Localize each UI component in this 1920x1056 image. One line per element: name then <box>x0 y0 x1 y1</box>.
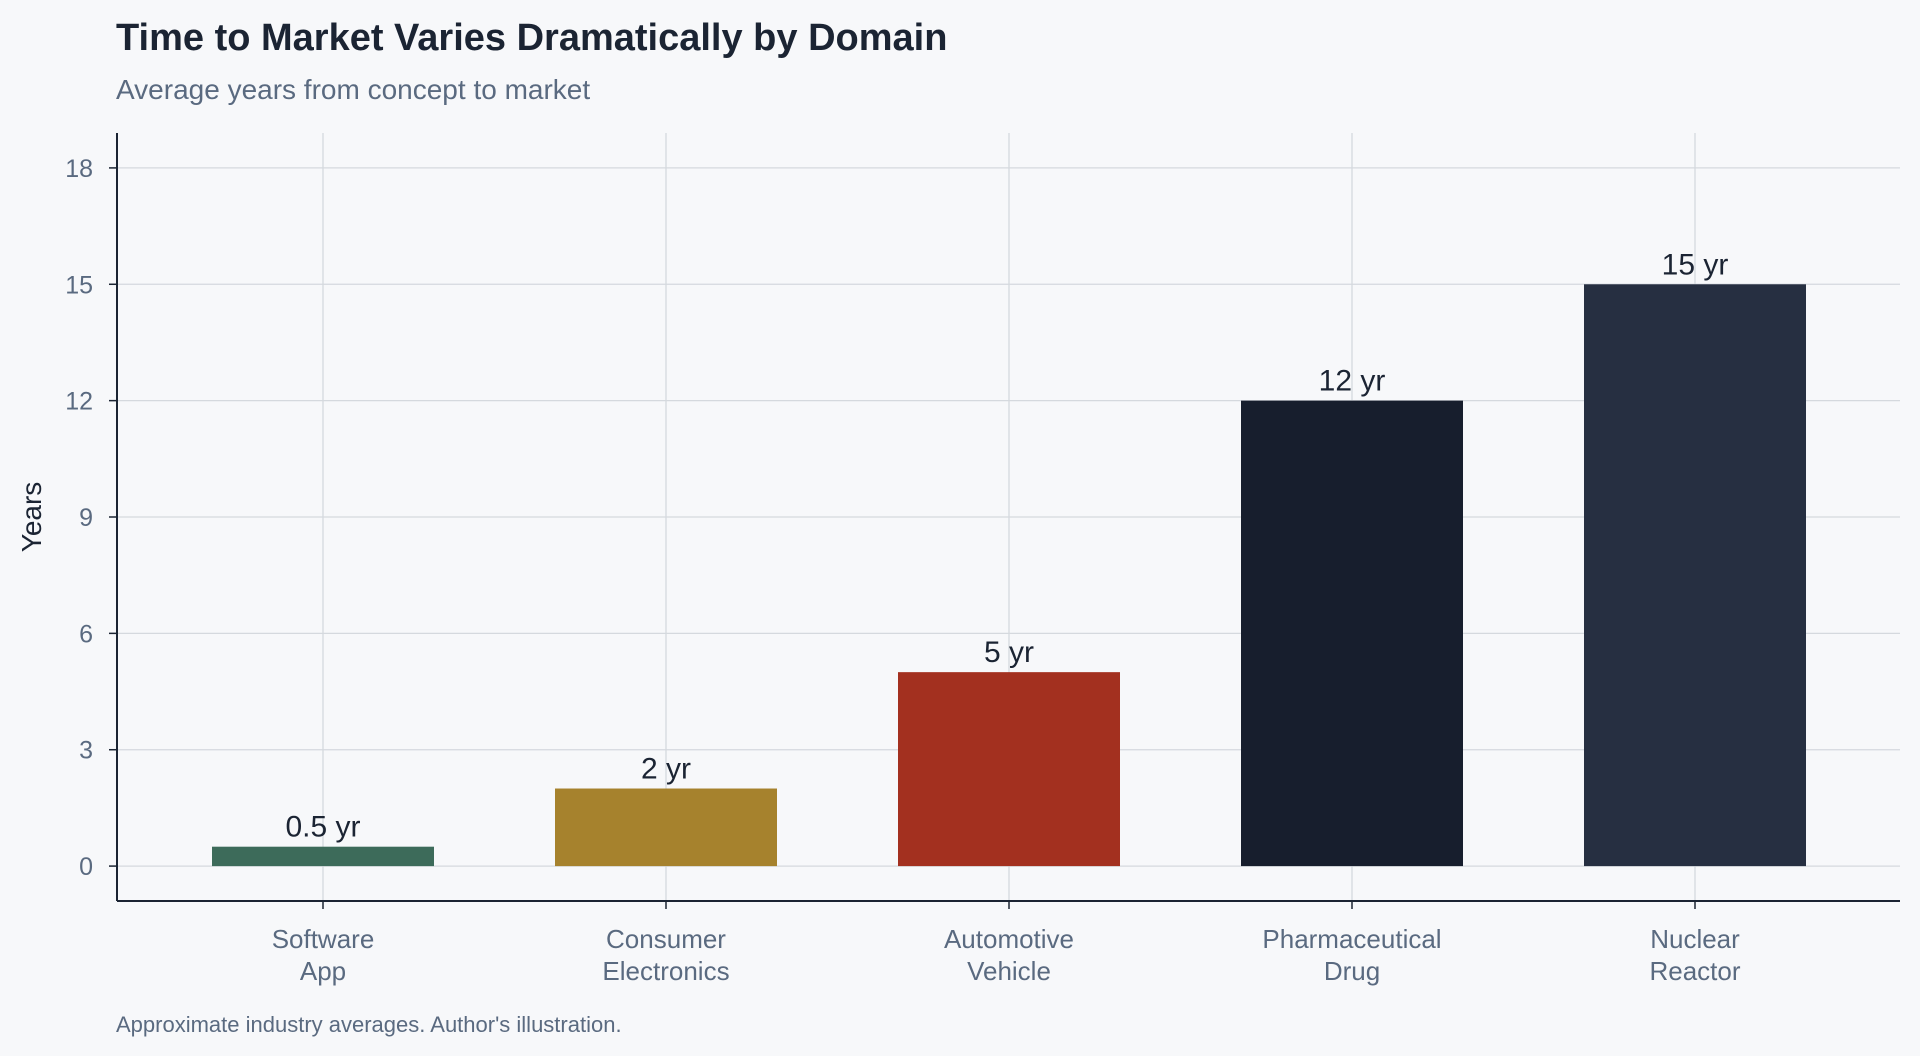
data-label: 0.5 yr <box>285 811 360 844</box>
y-tick-label: 18 <box>65 155 93 183</box>
x-tick-label-line: Vehicle <box>967 956 1051 986</box>
data-label: 5 yr <box>984 636 1034 669</box>
x-tick-label-line: Electronics <box>602 956 729 986</box>
data-label: 12 yr <box>1319 365 1386 398</box>
bar <box>212 846 434 867</box>
x-tick-label: Pharmaceutical Drug <box>1262 924 1441 986</box>
y-tick-labels: 0 3 6 9 12 15 18 <box>65 155 93 881</box>
bar <box>555 788 777 867</box>
x-tick-label-line: Automotive <box>944 924 1074 954</box>
chart-title: Time to Market Varies Dramatically by Do… <box>116 17 947 59</box>
y-tick-label: 6 <box>79 620 93 648</box>
x-tick-label-line: Pharmaceutical <box>1262 924 1441 954</box>
gridlines <box>117 133 1900 901</box>
y-tick-label: 12 <box>65 388 93 416</box>
y-tick-label: 3 <box>79 737 93 765</box>
x-tick-label: Nuclear Reactor <box>1649 924 1740 986</box>
data-labels: 0.5 yr 2 yr 5 yr 12 yr 15 yr <box>285 248 1728 843</box>
data-label: 15 yr <box>1662 248 1729 281</box>
y-axis-label: Years <box>16 482 47 553</box>
x-tick-label: Software App <box>272 924 375 986</box>
y-tick-label: 9 <box>79 504 93 532</box>
x-tick-label-line: Reactor <box>1649 956 1740 986</box>
y-tick-label: 15 <box>65 271 93 299</box>
x-tick-label-line: App <box>300 956 346 986</box>
x-tick-label-line: Nuclear <box>1650 924 1740 954</box>
data-label: 2 yr <box>641 753 691 786</box>
x-tick-labels: Software App Consumer Electronics Automotive… <box>272 924 1741 986</box>
bar <box>898 672 1120 867</box>
chart-subtitle: Average years from concept to market <box>116 74 590 105</box>
chart-caption: Approximate industry averages. Author's … <box>116 1012 622 1037</box>
bars <box>212 284 1806 867</box>
y-tick-label: 0 <box>79 853 93 881</box>
x-tick-label-line: Consumer <box>606 924 726 954</box>
x-tick-label: Consumer Electronics <box>602 924 729 986</box>
x-tick-label: Automotive Vehicle <box>944 924 1074 986</box>
x-tick-label-line: Drug <box>1324 956 1380 986</box>
x-tick-label-line: Software <box>272 924 375 954</box>
bar <box>1584 284 1806 867</box>
axes <box>109 133 1900 909</box>
bar <box>1241 400 1463 867</box>
